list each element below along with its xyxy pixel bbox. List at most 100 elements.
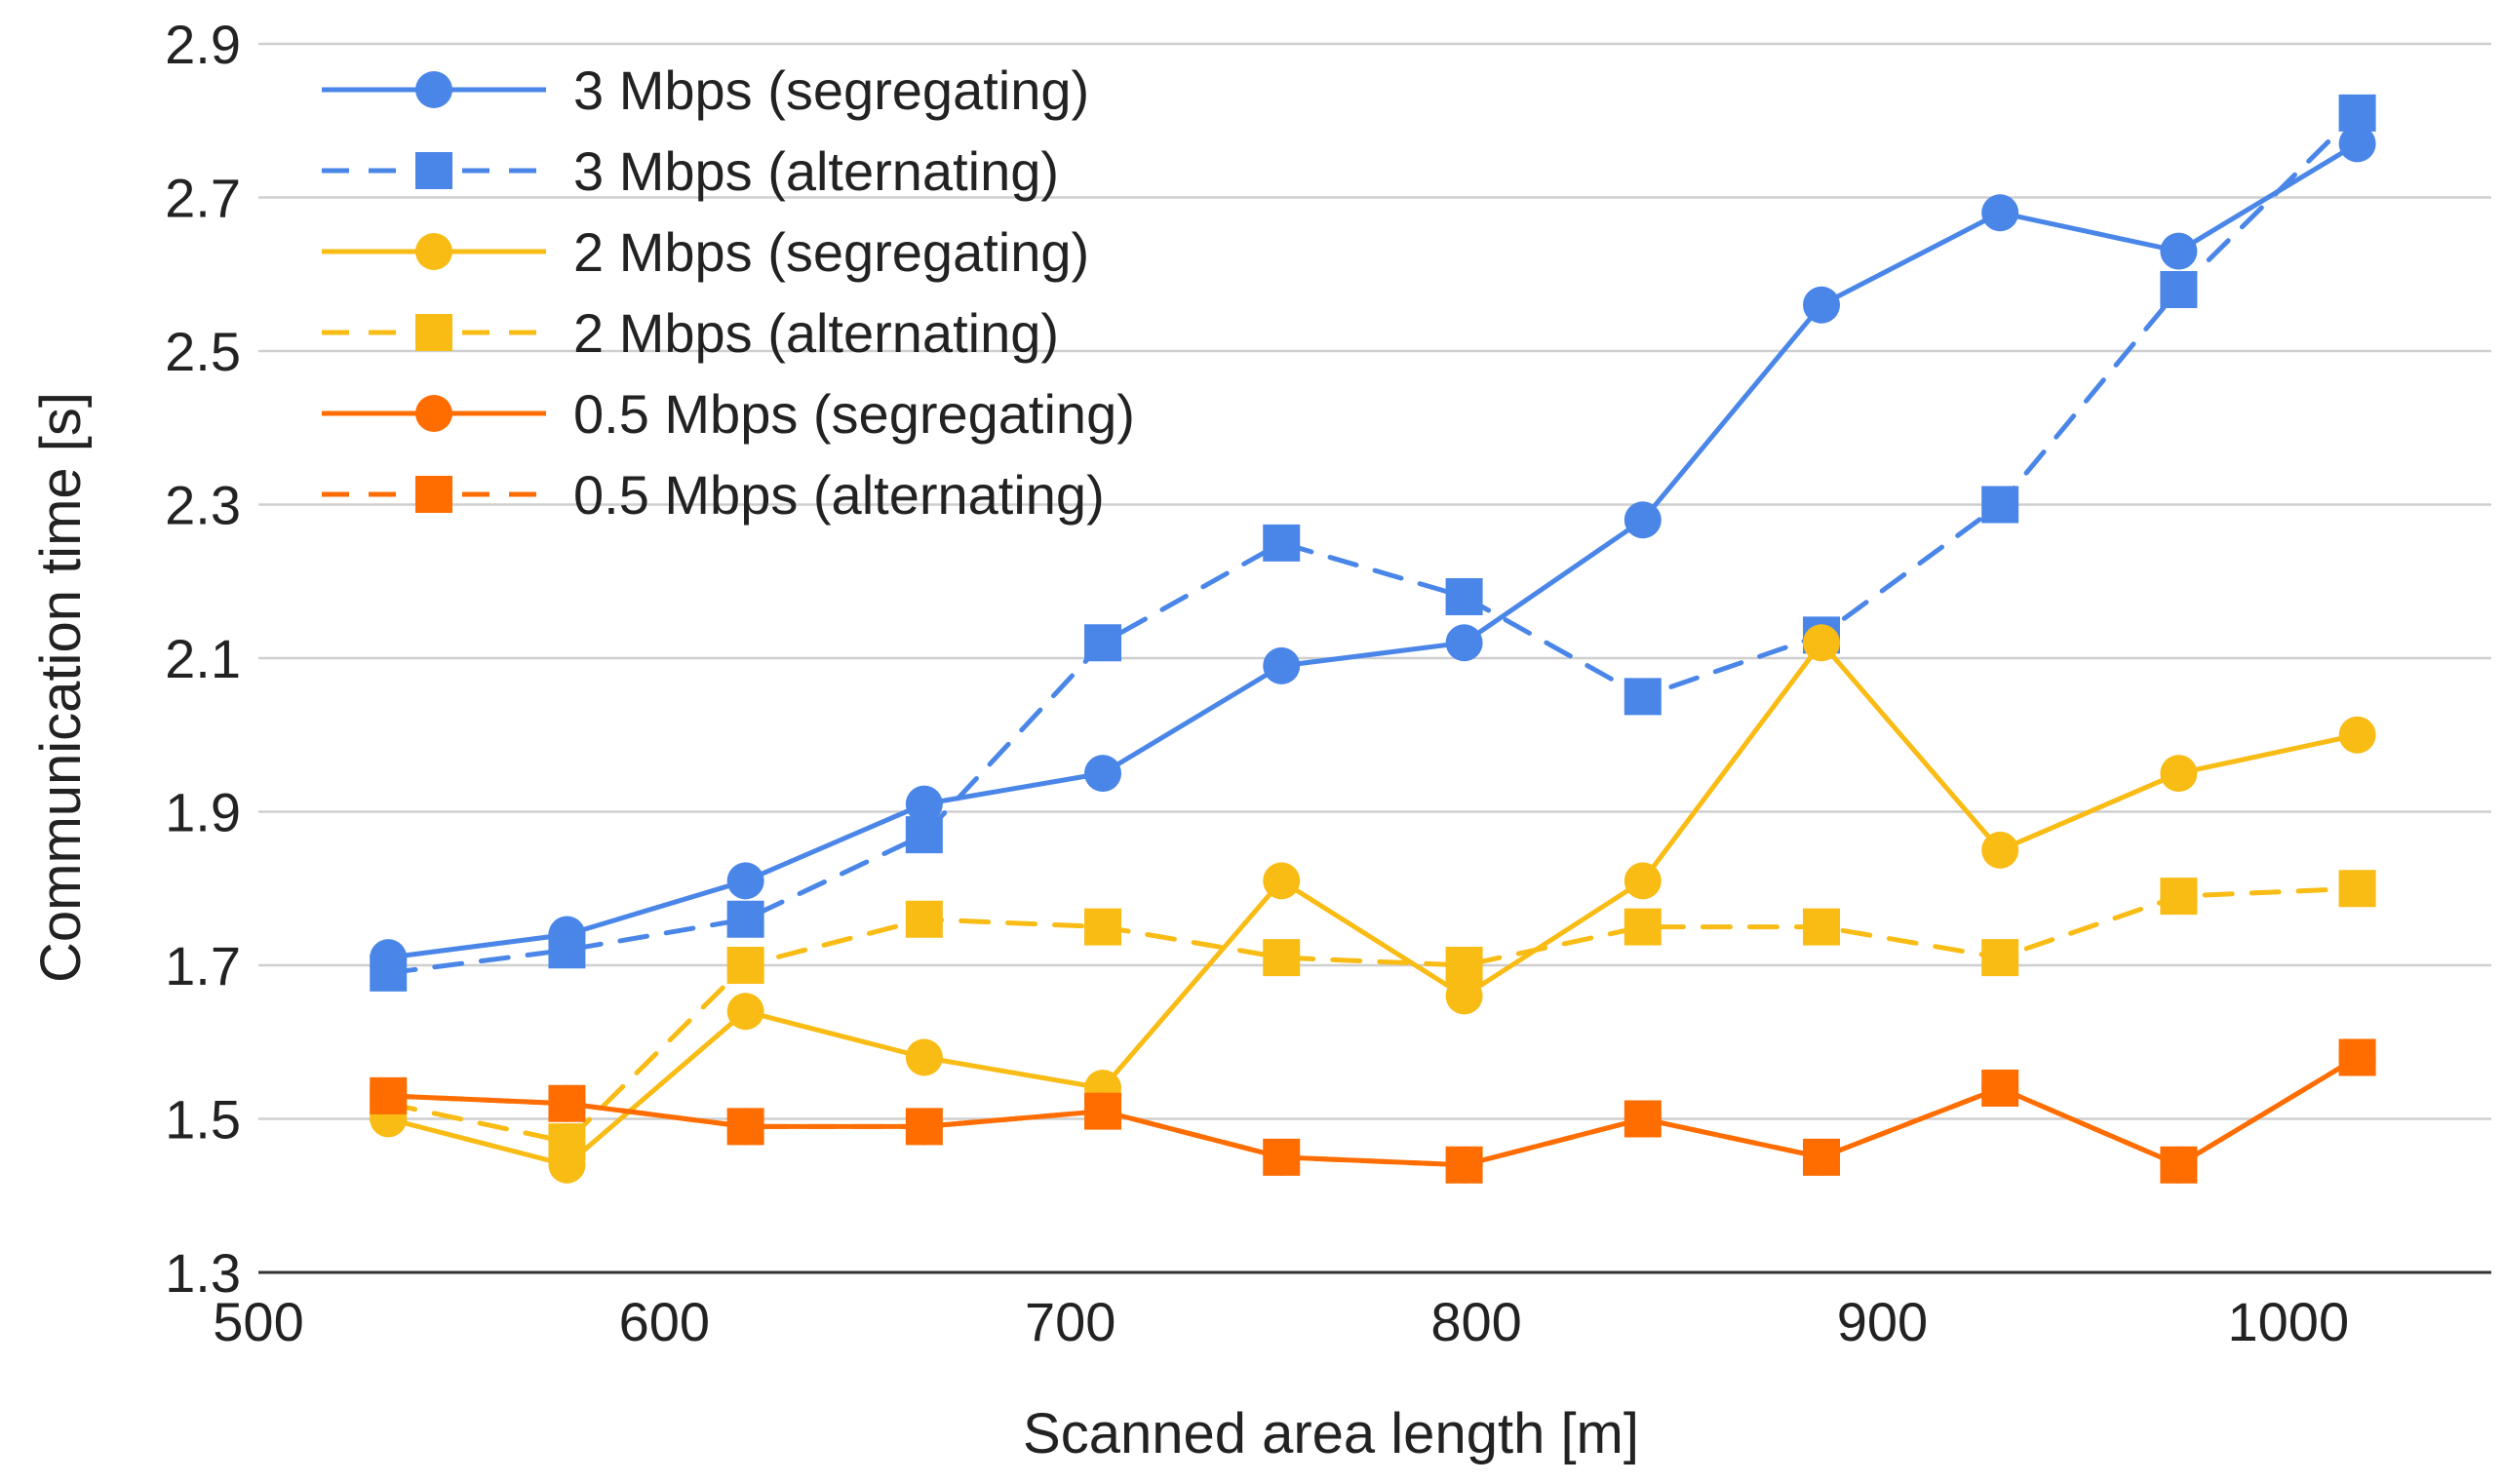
y-tick-label: 2.3 [165, 475, 241, 536]
data-point [905, 1038, 943, 1076]
data-point [2160, 1146, 2198, 1184]
data-point [1084, 1092, 1122, 1130]
axes: 1.3 1.5 1.7 1.9 2.1 2.3 2.5 2.7 2.9 500 600 700 800 9… [165, 14, 2491, 1352]
series-group [370, 94, 2376, 1184]
series-3 [370, 624, 2376, 1184]
data-point [1803, 1138, 1840, 1176]
data-point [1803, 624, 1840, 662]
series-line [385, 640, 2361, 1168]
data-point [548, 931, 586, 969]
series-line [385, 1055, 2361, 1168]
series-line [385, 885, 2361, 1145]
series-line [385, 1055, 2361, 1168]
legend-marker [415, 476, 452, 513]
data-point [1445, 1146, 1483, 1184]
data-point [1263, 646, 1301, 684]
data-point [1624, 1100, 1662, 1138]
data-point [905, 816, 943, 854]
y-tick-label: 1.7 [165, 935, 241, 996]
data-point [548, 1123, 586, 1161]
legend: 3 Mbps (segregating) 3 Mbps (alternating)… [322, 59, 1135, 526]
data-point [726, 947, 764, 984]
data-point [2338, 1038, 2376, 1076]
legend-item: 2 Mbps (alternating) [322, 302, 1059, 364]
y-tick-label: 2.1 [165, 628, 241, 689]
legend-marker [415, 314, 452, 351]
legend-label: 3 Mbps (alternating) [573, 140, 1059, 202]
series-2 [370, 94, 2376, 992]
data-point [1445, 977, 1483, 1015]
legend-marker [415, 152, 452, 189]
legend-label: 3 Mbps (segregating) [573, 59, 1089, 121]
data-point [1981, 831, 2019, 869]
legend-label: 0.5 Mbps (segregating) [573, 383, 1135, 445]
x-tick-label: 800 [1430, 1291, 1521, 1352]
y-axis-title: Communication time [s] [29, 392, 93, 983]
data-point [1084, 908, 1122, 946]
data-point [370, 954, 408, 992]
legend-item: 2 Mbps (segregating) [322, 221, 1089, 283]
data-point [1084, 755, 1122, 793]
data-point [2160, 878, 2198, 916]
y-tick-label: 2.9 [165, 14, 241, 75]
y-tick-label: 1.9 [165, 782, 241, 843]
data-point [905, 1108, 943, 1146]
data-point [1981, 939, 2019, 977]
legend-marker [415, 395, 452, 432]
y-tick-label: 2.5 [165, 321, 241, 382]
legend-label: 0.5 Mbps (alternating) [573, 464, 1105, 526]
data-point [1981, 194, 2019, 232]
data-point [1803, 908, 1840, 946]
y-tick-label: 2.7 [165, 168, 241, 229]
data-point [548, 1084, 586, 1122]
series-line [385, 140, 2361, 960]
y-tick-label: 1.5 [165, 1089, 241, 1151]
y-tick-label: 1.3 [165, 1242, 241, 1304]
data-point [1263, 1138, 1301, 1176]
x-tick-label: 1000 [2228, 1291, 2350, 1352]
x-tick-label: 600 [619, 1291, 710, 1352]
data-point [1981, 486, 2019, 524]
legend-marker [415, 233, 452, 270]
series-line [385, 110, 2361, 976]
data-point [2338, 94, 2376, 132]
legend-item: 0.5 Mbps (alternating) [322, 464, 1105, 526]
data-point [1445, 578, 1483, 615]
data-point [2338, 716, 2376, 754]
data-point [1084, 624, 1122, 662]
data-point [1981, 1070, 2019, 1107]
legend-item: 3 Mbps (segregating) [322, 59, 1089, 121]
data-point [1445, 624, 1483, 662]
x-tick-label: 700 [1025, 1291, 1115, 1352]
gridlines [258, 42, 2491, 1120]
data-point [2338, 870, 2376, 908]
data-point [2160, 271, 2198, 308]
data-point [1624, 908, 1662, 946]
data-point [2160, 232, 2198, 270]
data-point [1624, 501, 1662, 539]
data-point [726, 993, 764, 1031]
data-point [905, 785, 943, 823]
legend-label: 2 Mbps (alternating) [573, 302, 1059, 364]
data-point [1624, 678, 1662, 716]
data-point [2160, 755, 2198, 793]
data-point [1263, 524, 1301, 562]
series-6 [370, 1038, 2376, 1184]
x-axis-title: Scanned area length [m] [1023, 1402, 1639, 1465]
data-point [1263, 862, 1301, 900]
x-tick-label: 500 [213, 1291, 303, 1352]
x-tick-label: 900 [1837, 1291, 1928, 1352]
data-point [726, 900, 764, 938]
series-4 [370, 870, 2376, 1161]
data-point [1803, 286, 1840, 324]
data-point [370, 1076, 408, 1114]
data-point [726, 862, 764, 900]
data-point [905, 900, 943, 938]
data-point [1445, 947, 1483, 984]
legend-item: 3 Mbps (alternating) [322, 140, 1059, 202]
data-point [1624, 862, 1662, 900]
data-point [1263, 939, 1301, 977]
legend-label: 2 Mbps (segregating) [573, 221, 1089, 283]
